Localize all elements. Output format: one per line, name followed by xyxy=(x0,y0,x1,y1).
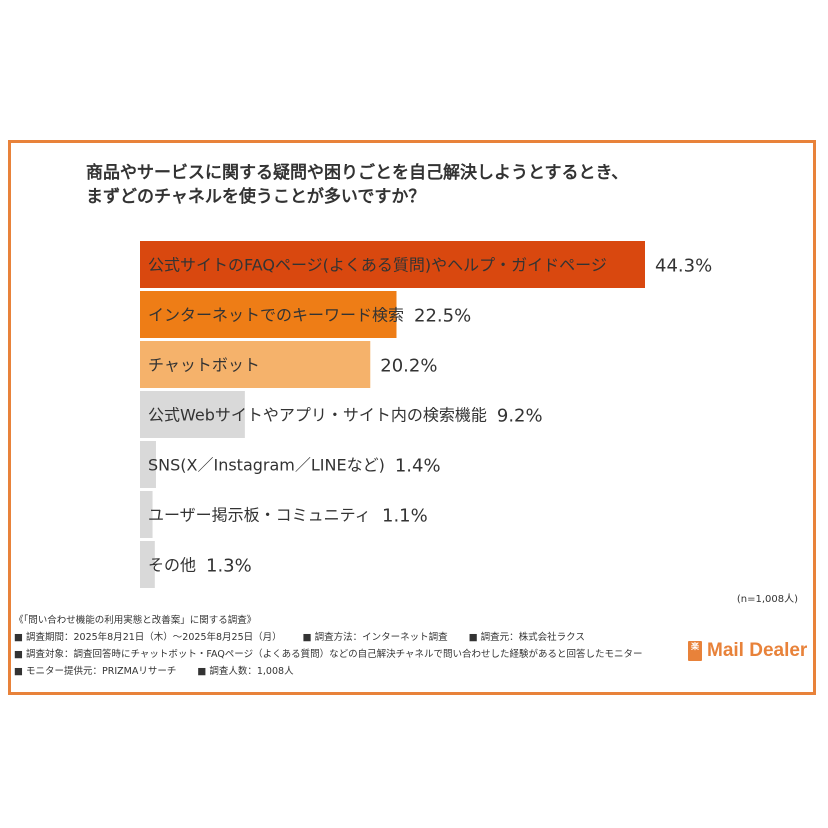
value-label-6: 1.1% xyxy=(382,506,428,527)
survey-title: 《「問い合わせ機能の利用実態と改善案」に関する調査》 xyxy=(14,615,257,626)
category-label-1: 公式サイトのFAQページ(よくある質問)やヘルプ・ガイドページ xyxy=(148,256,607,275)
logo-mark: 楽 xyxy=(688,641,702,661)
survey-target: ■ 調査対象：調査回答時にチャットボット・FAQページ（よくある質問）などの自己… xyxy=(14,649,643,660)
value-label-4: 9.2% xyxy=(497,406,543,427)
category-label-7: その他 xyxy=(148,556,196,575)
value-label-5: 1.4% xyxy=(395,456,441,477)
monitor-provider: ■ モニター提供元：PRIZMAリサーチ xyxy=(14,666,177,677)
bar-6 xyxy=(140,491,153,538)
value-label-1: 44.3% xyxy=(655,256,712,277)
survey-source: ■ 調査元：株式会社ラクス xyxy=(468,632,585,643)
survey-method: ■ 調査方法：インターネット調査 xyxy=(302,632,448,643)
category-label-4: 公式Webサイトやアプリ・サイト内の検索機能 xyxy=(148,406,487,425)
value-label-3: 20.2% xyxy=(380,356,437,377)
bar-3 xyxy=(140,341,371,388)
survey-info-line-1: ■ 調査期間：2025年8月21日（木）〜2025年8月25日（月） ■ 調査方… xyxy=(14,629,674,646)
bar-7 xyxy=(140,541,155,588)
title-line-2: まずどのチャネルを使うことが多いですか？ xyxy=(86,187,426,207)
category-label-2: インターネットでのキーワード検索 xyxy=(148,306,404,325)
survey-footer: 《「問い合わせ機能の利用実態と改善案」に関する調査》 ■ 調査期間：2025年8… xyxy=(14,612,674,680)
bar-2 xyxy=(140,291,397,338)
sample-size-note: (n=1,008人) xyxy=(736,594,798,605)
title-line-1: 商品やサービスに関する疑問や困りごとを自己解決しようとするとき、 xyxy=(86,163,629,183)
bar-1 xyxy=(140,241,645,288)
survey-info-line-3: ■ モニター提供元：PRIZMAリサーチ ■ 調査人数：1,008人 xyxy=(14,663,674,680)
category-label-6: ユーザー掲示板・コミュニティ xyxy=(148,506,371,525)
chart-title: 商品やサービスに関する疑問や困りごとを自己解決しようとするとき、 まずどのチャネ… xyxy=(86,161,766,209)
category-label-5: SNS(X／Instagram／LINEなど) xyxy=(148,456,385,475)
survey-period: ■ 調査期間：2025年8月21日（木）〜2025年8月25日（月） xyxy=(14,632,282,643)
category-label-3: チャットボット xyxy=(148,356,260,375)
respondent-count: ■ 調査人数：1,008人 xyxy=(197,666,294,677)
value-label-2: 22.5% xyxy=(414,306,471,327)
logo-text: Mail Dealer xyxy=(707,640,808,661)
bar-4 xyxy=(140,391,245,438)
value-label-7: 1.3% xyxy=(206,556,252,577)
mail-dealer-logo: 楽 Mail Dealer xyxy=(688,640,807,662)
bar-5 xyxy=(140,441,156,488)
